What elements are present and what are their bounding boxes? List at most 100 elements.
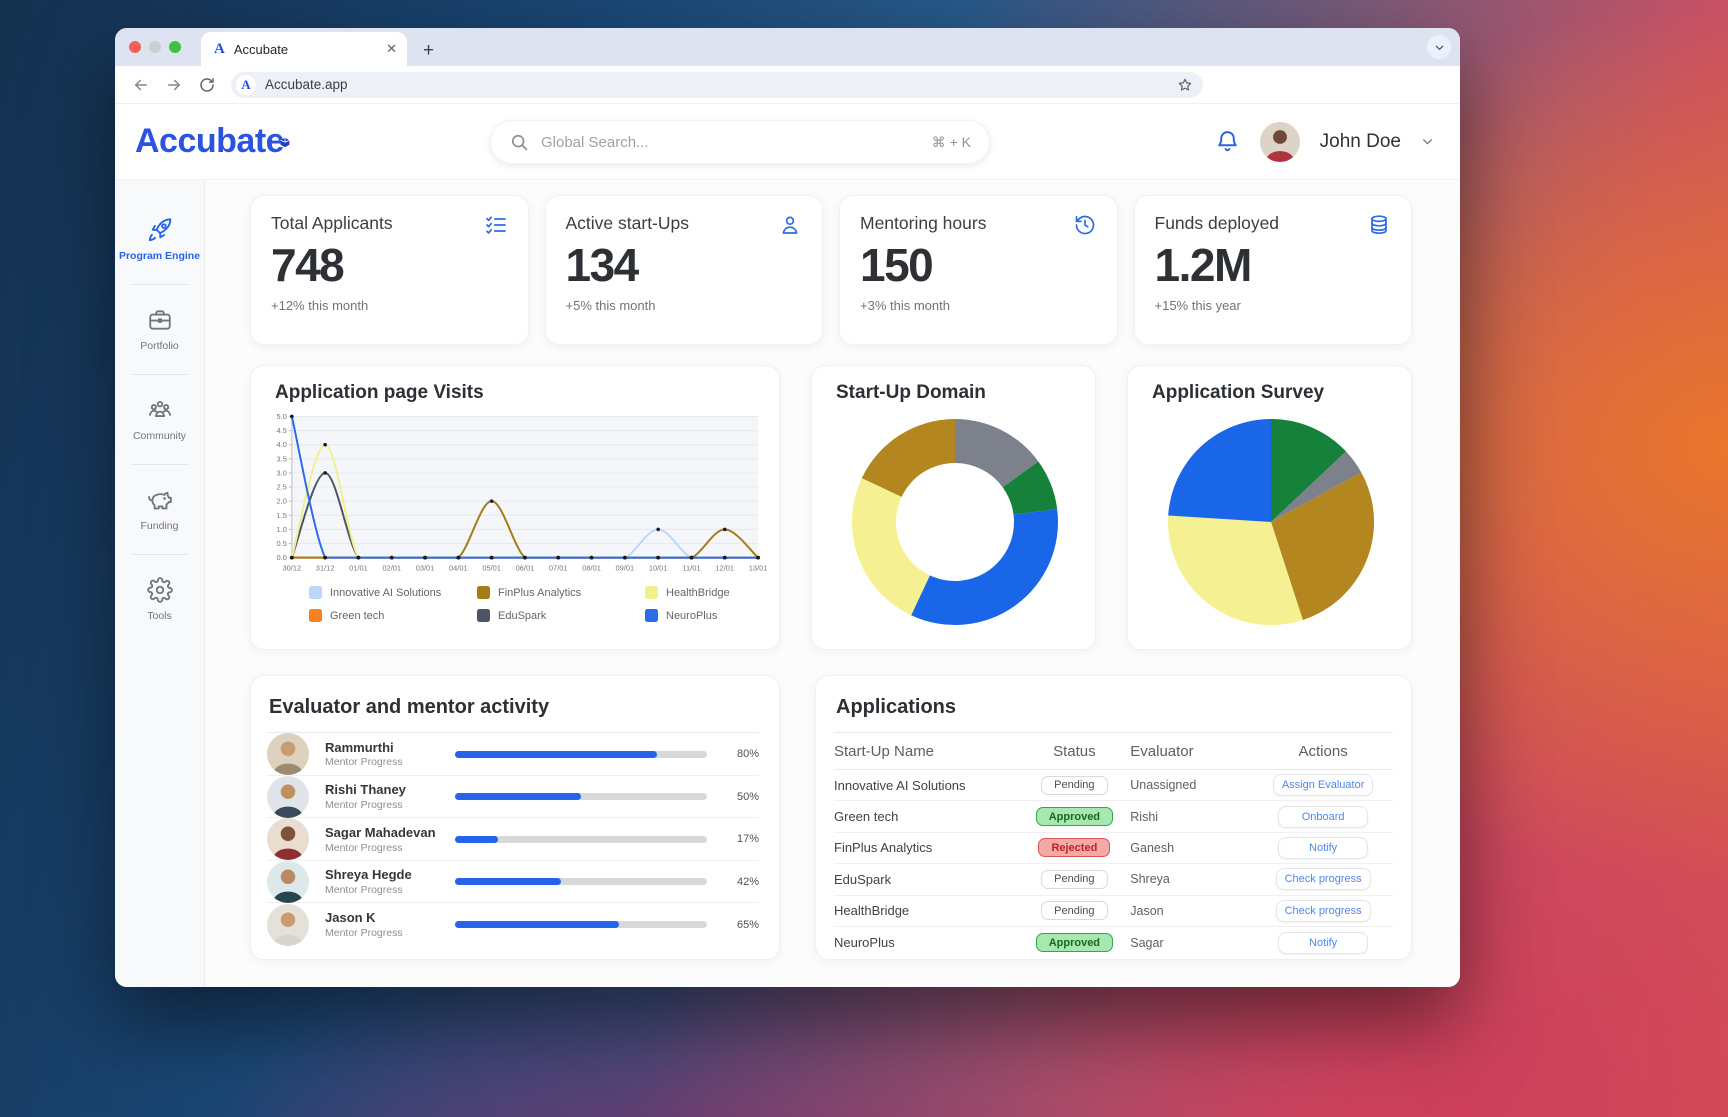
progress-percent: 17% [719, 833, 759, 845]
startup-name: FinPlus Analytics [834, 840, 1018, 855]
checklist-icon [484, 213, 508, 237]
line-chart: 0.00.51.01.52.02.53.03.54.04.55.030/1231… [265, 410, 767, 582]
svg-text:3.0: 3.0 [277, 468, 287, 477]
search-input[interactable] [541, 134, 920, 151]
progress-percent: 42% [719, 876, 759, 888]
action-button-notify[interactable]: Notify [1278, 837, 1368, 859]
progress-percent: 50% [719, 791, 759, 803]
applications-title: Applications [834, 690, 1393, 733]
sidebar-item-funding[interactable]: Funding [115, 474, 204, 545]
stat-value: 150 [860, 240, 1097, 291]
sidebar-item-community[interactable]: Community [115, 384, 204, 455]
action-button-onboard[interactable]: Onboard [1278, 806, 1368, 828]
sidebar-item-portfolio[interactable]: Portfolio [115, 294, 204, 365]
svg-text:11/01: 11/01 [682, 564, 700, 573]
search-shortcut: ⌘ + K [932, 134, 971, 151]
survey-chart-card: Application Survey [1127, 365, 1412, 650]
user-menu-chevron-down-icon[interactable] [1421, 135, 1434, 148]
svg-text:30/12: 30/12 [283, 564, 302, 573]
legend-label: Innovative AI Solutions [330, 587, 441, 599]
progress-bar-fill [455, 751, 657, 758]
stat-card-total-applicants: Total Applicants 748 +12% this month [250, 195, 529, 345]
legend-label: Green tech [330, 610, 384, 622]
notification-bell-icon[interactable] [1215, 129, 1240, 154]
progress-bar-fill [455, 921, 619, 928]
forward-icon[interactable] [165, 76, 183, 94]
sidebar-item-label: Program Engine [119, 250, 200, 262]
evaluator-role: Mentor Progress [325, 927, 443, 939]
legend-label: NeuroPlus [666, 610, 717, 622]
legend-item-neuroplus: NeuroPlus [645, 609, 767, 622]
avatar [267, 776, 309, 818]
sidebar-item-program-engine[interactable]: Program Engine [115, 204, 204, 275]
svg-text:1.5: 1.5 [277, 511, 287, 520]
new-tab-button[interactable]: + [423, 41, 434, 60]
close-window-button[interactable] [129, 41, 141, 53]
blue-segment [1168, 419, 1271, 522]
avatar [267, 733, 309, 775]
coins-icon [1367, 213, 1391, 237]
application-row-finplus-analytics: FinPlus Analytics Rejected Ganesh Notify [834, 833, 1393, 864]
evaluator-cell: Rishi [1130, 810, 1253, 824]
evaluator-name: Shreya Hegde [325, 867, 443, 884]
svg-text:09/01: 09/01 [616, 564, 635, 573]
action-button-check-progress[interactable]: Check progress [1276, 900, 1371, 922]
global-search[interactable]: ⌘ + K [490, 120, 990, 164]
legend-label: EduSpark [498, 610, 546, 622]
address-bar[interactable]: A Accubate.app [231, 72, 1203, 98]
column-header-start-up-name: Start-Up Name [834, 743, 1018, 760]
evaluator-name: Rishi Thaney [325, 782, 443, 799]
evaluator-role: Mentor Progress [325, 884, 443, 896]
reload-icon[interactable] [198, 76, 216, 94]
evaluator-cell: Shreya [1130, 872, 1253, 886]
pie-chart [1165, 416, 1377, 628]
bookmark-star-icon[interactable] [1177, 77, 1193, 93]
column-header-evaluator: Evaluator [1130, 743, 1253, 760]
window-controls [129, 41, 181, 53]
accubate-logo: Accubate [135, 122, 284, 161]
evaluator-activity-title: Evaluator and mentor activity [267, 690, 759, 733]
action-button-check-progress[interactable]: Check progress [1276, 868, 1371, 890]
sidebar-item-tools[interactable]: Tools [115, 564, 204, 635]
progress-bar [455, 878, 707, 885]
svg-text:03/01: 03/01 [416, 564, 435, 573]
action-button-notify[interactable]: Notify [1278, 932, 1368, 954]
stat-value: 1.2M [1155, 240, 1392, 291]
stat-title: Mentoring hours [860, 213, 986, 234]
progress-bar [455, 836, 707, 843]
legend-swatch [477, 609, 490, 622]
action-button-assign-evaluator[interactable]: Assign Evaluator [1273, 774, 1374, 796]
desktop-wallpaper: A Accubate ✕ + A Accubate.app [0, 0, 1728, 1117]
sidebar-divider [131, 374, 189, 375]
tab-title: Accubate [234, 42, 377, 57]
legend-item-finplus-analytics: FinPlus Analytics [477, 586, 645, 599]
status-badge: Rejected [1038, 838, 1110, 857]
tab-strip-chevron-down-icon[interactable] [1427, 35, 1451, 59]
sidebar-divider [131, 464, 189, 465]
stat-change: +3% this month [860, 298, 1097, 313]
svg-text:02/01: 02/01 [382, 564, 401, 573]
rocket-icon [147, 217, 173, 243]
application-row-green-tech: Green tech Approved Rishi Onboard [834, 801, 1393, 832]
status-badge: Approved [1036, 807, 1113, 826]
minimize-window-button[interactable] [149, 41, 161, 53]
progress-bar-fill [455, 836, 498, 843]
user-avatar[interactable] [1260, 122, 1300, 162]
tab-close-icon[interactable]: ✕ [386, 41, 397, 57]
stat-card-active-start-ups: Active start-Ups 134 +5% this month [545, 195, 824, 345]
stat-title: Total Applicants [271, 213, 393, 234]
person-icon [778, 213, 802, 237]
svg-text:0.0: 0.0 [277, 553, 287, 562]
browser-tab-accubate[interactable]: A Accubate ✕ [201, 32, 407, 66]
evaluator-row-sagar-mahadevan: Sagar Mahadevan Mentor Progress 17% [267, 818, 759, 861]
back-icon[interactable] [132, 76, 150, 94]
zoom-window-button[interactable] [169, 41, 181, 53]
column-header-status: Status [1018, 743, 1130, 760]
status-badge: Pending [1041, 776, 1107, 795]
startup-name: HealthBridge [834, 903, 1018, 918]
legend-item-green-tech: Green tech [309, 609, 477, 622]
legend-item-eduspark: EduSpark [477, 609, 645, 622]
app-header: Accubate ⌘ + K John Doe [115, 104, 1460, 180]
evaluator-role: Mentor Progress [325, 799, 443, 811]
legend-swatch [309, 586, 322, 599]
